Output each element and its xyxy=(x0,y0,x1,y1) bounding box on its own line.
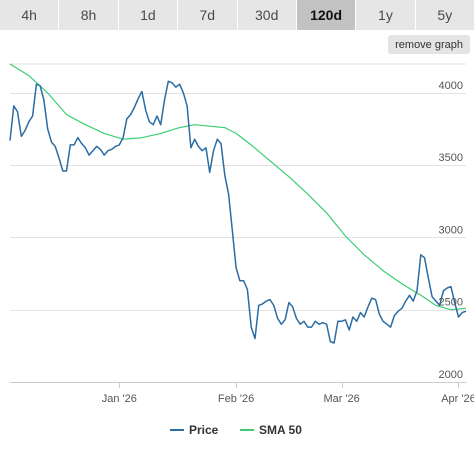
timeframe-tabs: 4h 8h 1d 7d 30d 120d 1y 5y xyxy=(0,0,474,30)
tab-5y[interactable]: 5y xyxy=(437,7,453,23)
x-tick-label: Feb '26 xyxy=(218,393,254,405)
legend-label-price[interactable]: Price xyxy=(189,423,219,437)
x-tick-label: Jan '26 xyxy=(102,393,137,405)
y-tick-label: 3000 xyxy=(439,224,463,236)
tab-8h[interactable]: 8h xyxy=(59,0,119,30)
tab-4h[interactable]: 4h xyxy=(0,0,60,30)
series-lines xyxy=(9,63,467,344)
tab-7d[interactable]: 7d xyxy=(178,0,238,30)
sma-50-series-line xyxy=(9,63,467,311)
price-series-line xyxy=(9,80,467,344)
tab-1d[interactable]: 1d xyxy=(119,0,179,30)
x-axis xyxy=(10,382,466,388)
y-tick-label: 3500 xyxy=(439,152,463,164)
remove-graph-button[interactable]: remove graph xyxy=(388,35,470,54)
grid-lines xyxy=(10,63,466,311)
tab-1y[interactable]: 1y xyxy=(356,0,416,30)
tab-120d[interactable]: 120d xyxy=(296,0,357,30)
y-tick-label: 2000 xyxy=(439,369,463,381)
x-tick-labels: Jan '26 Feb '26 Mar '26 Apr '26 xyxy=(102,393,474,405)
legend: Price SMA 50 xyxy=(170,423,302,437)
x-tick-label: Mar '26 xyxy=(323,393,359,405)
y-tick-label: 2500 xyxy=(439,297,463,309)
y-tick-label: 4000 xyxy=(439,80,463,92)
tab-30d[interactable]: 30d xyxy=(238,0,297,30)
x-tick-label: Apr '26 xyxy=(441,393,474,405)
legend-label-sma-50[interactable]: SMA 50 xyxy=(259,423,302,437)
y-tick-labels: 2000 2500 3000 3500 4000 xyxy=(439,80,463,381)
